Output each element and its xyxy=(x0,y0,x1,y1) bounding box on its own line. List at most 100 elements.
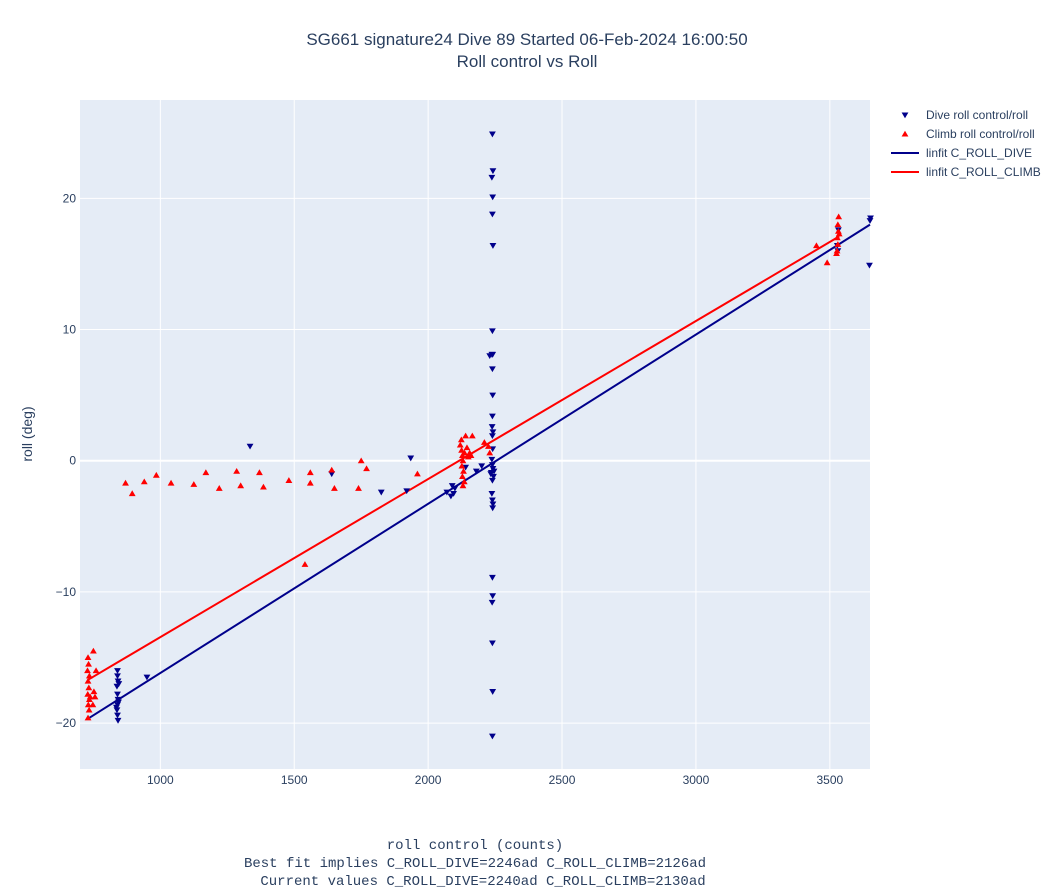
climb-point xyxy=(823,259,831,266)
dive-point xyxy=(489,328,496,335)
plot-area xyxy=(80,100,870,769)
grid-lines xyxy=(80,100,870,769)
dive-point xyxy=(114,717,122,724)
climb-point xyxy=(128,490,136,497)
x-tick-label: 2000 xyxy=(415,773,442,787)
dive-point xyxy=(489,429,497,436)
climb-point xyxy=(355,485,362,491)
dive-point xyxy=(488,456,496,463)
climb-point xyxy=(233,467,241,474)
dive-point xyxy=(114,673,121,680)
legend-item-1[interactable]: Climb roll control/roll xyxy=(901,127,1035,141)
dive-point xyxy=(487,471,495,478)
legend-marker-swatch xyxy=(901,112,909,119)
climb-point xyxy=(484,443,492,449)
climb-point xyxy=(468,432,476,439)
dive-point xyxy=(489,501,497,508)
chart-title: SG661 signature24 Dive 89 Started 06-Feb… xyxy=(306,30,747,49)
climb-point xyxy=(215,485,223,491)
dive-point xyxy=(246,443,254,450)
dive-point xyxy=(489,462,496,468)
dive-point xyxy=(489,689,497,695)
dive-point xyxy=(489,505,497,512)
legend-item-0[interactable]: Dive roll control/roll xyxy=(901,108,1028,122)
dive-point xyxy=(407,455,415,462)
climb-point xyxy=(260,483,267,490)
dive-point xyxy=(488,174,496,181)
dive-point xyxy=(472,468,480,475)
y-tick-label: 0 xyxy=(69,454,76,468)
dive-point xyxy=(462,464,470,471)
climb-point xyxy=(306,469,314,476)
climb-point xyxy=(91,693,99,700)
dive-point xyxy=(113,707,121,714)
climb-point xyxy=(92,667,100,674)
climb-point xyxy=(460,478,468,485)
y-tick-label: −10 xyxy=(56,585,77,599)
climb-point xyxy=(84,667,91,674)
climb-point xyxy=(89,647,97,654)
climb-point xyxy=(456,441,464,448)
dive-point xyxy=(143,674,151,681)
chart-legend[interactable]: Dive roll control/roll Climb roll control… xyxy=(891,108,1041,179)
axis-ticks: 1000 1500 2000 2500 3000 3500 −20 −10 0 10 20 xyxy=(56,191,844,787)
climb-point xyxy=(813,242,820,249)
legend-label: linfit C_ROLL_CLIMB xyxy=(926,165,1041,179)
dive-point xyxy=(489,593,497,600)
dive-point xyxy=(489,168,497,175)
climb-point xyxy=(459,473,466,480)
climb-point xyxy=(85,672,93,679)
legend-label: Climb roll control/roll xyxy=(926,127,1035,141)
dive-point xyxy=(489,243,497,249)
climb-point xyxy=(202,469,210,476)
climb-point xyxy=(834,221,842,228)
dive-point xyxy=(489,131,496,138)
climb-point xyxy=(140,478,148,485)
climb-point xyxy=(84,701,92,708)
climb-point xyxy=(301,561,309,567)
fit-line-3 xyxy=(87,235,840,681)
climb-point xyxy=(86,693,94,700)
dive-point xyxy=(489,366,496,373)
dive-point xyxy=(488,490,496,497)
climb-point xyxy=(85,684,93,691)
dive-point xyxy=(489,211,496,218)
climb-point xyxy=(835,213,843,220)
climb-point xyxy=(89,701,97,708)
dive-point xyxy=(489,413,496,420)
y-tick-label: 20 xyxy=(63,191,77,205)
dive-point xyxy=(489,433,496,440)
climb-point xyxy=(84,654,92,661)
climb-point xyxy=(463,444,471,451)
climb-point xyxy=(357,457,365,464)
climb-point xyxy=(152,471,160,478)
climb-point xyxy=(458,447,466,453)
dive-point xyxy=(403,488,411,495)
climb-point xyxy=(467,452,475,459)
dive-point xyxy=(488,599,496,606)
climb-point xyxy=(122,479,129,486)
climb-point xyxy=(328,466,336,473)
y-tick-label: −20 xyxy=(56,716,77,730)
climb-point xyxy=(331,485,338,491)
x-axis-note-best-fit: Best fit implies C_ROLL_DIVE=2246ad C_RO… xyxy=(244,856,706,872)
climb-point xyxy=(834,241,842,247)
climb-point xyxy=(256,469,263,476)
dive-point xyxy=(866,218,874,224)
climb-point xyxy=(85,706,93,713)
dive-point xyxy=(115,699,122,706)
dive-point xyxy=(489,477,496,484)
dive-point xyxy=(489,640,496,647)
fit-line-2 xyxy=(88,223,871,719)
climb-point xyxy=(459,482,467,489)
dive-point xyxy=(114,668,121,674)
climb-point xyxy=(457,436,465,443)
x-tick-label: 3500 xyxy=(816,773,843,787)
legend-item-2[interactable]: linfit C_ROLL_DIVE xyxy=(891,146,1032,160)
legend-item-3[interactable]: linfit C_ROLL_CLIMB xyxy=(891,165,1041,179)
climb-point xyxy=(237,482,245,489)
dive-point xyxy=(114,712,121,719)
dive-point xyxy=(114,691,121,698)
x-tick-label: 1000 xyxy=(147,773,174,787)
